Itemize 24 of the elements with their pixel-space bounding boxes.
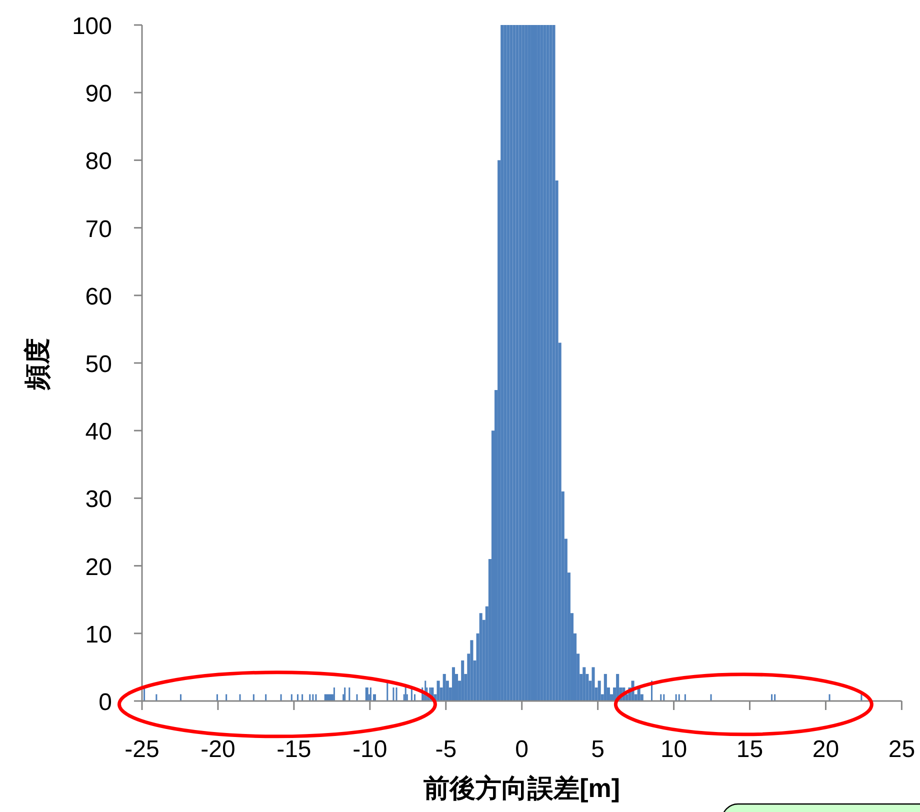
- x-tick-label: 5: [591, 736, 604, 763]
- y-tick-label: 70: [85, 216, 112, 243]
- x-tick-label: 20: [812, 736, 840, 763]
- y-tick-label: 20: [85, 554, 112, 581]
- y-tick-label: 50: [85, 351, 112, 378]
- x-tick-label: 10: [660, 736, 688, 763]
- x-tick-label: -15: [276, 736, 312, 763]
- x-tick-label: 15: [736, 736, 764, 763]
- y-tick-label: 60: [85, 283, 112, 310]
- y-tick-label: 10: [85, 621, 112, 648]
- y-axis-title: 頻度: [22, 338, 52, 391]
- x-tick-label: -20: [200, 736, 236, 763]
- x-axis-title: 前後方向誤差[m]: [422, 773, 620, 803]
- y-tick-label: 40: [85, 418, 112, 446]
- y-tick-label: 30: [85, 486, 112, 514]
- x-tick-label: -10: [352, 736, 388, 763]
- y-tick-label: 80: [85, 148, 112, 176]
- x-tick-label: -5: [435, 736, 457, 763]
- x-tick-label: 25: [888, 736, 916, 763]
- y-tick-label: 0: [98, 689, 112, 716]
- y-tick-label: 90: [85, 80, 112, 108]
- x-tick-label: 0: [515, 736, 529, 763]
- x-tick-label: -25: [124, 736, 160, 763]
- y-tick-label: 100: [72, 13, 112, 40]
